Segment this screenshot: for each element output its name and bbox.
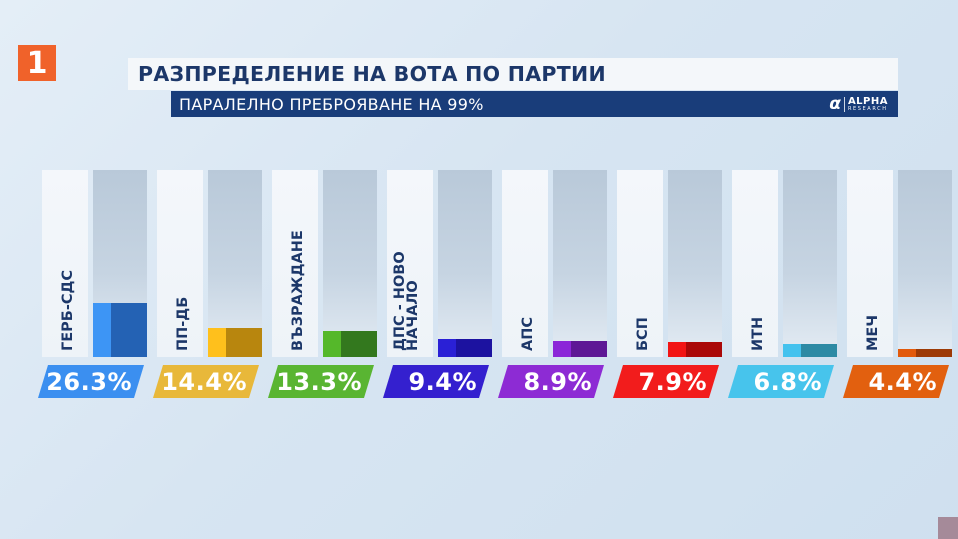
bar-track — [323, 170, 377, 357]
party-label: ДПС - НОВО НАЧАЛО — [392, 251, 421, 351]
party-label: ИТН — [750, 316, 766, 351]
party-bar — [208, 328, 262, 357]
party-label: ГЕРБ-СДС — [60, 269, 76, 351]
percent-value: 9.4% — [408, 367, 477, 396]
party-bar — [323, 331, 377, 357]
source-name-sub: RESEARCH — [847, 105, 888, 112]
percent-banner: 13.3% — [268, 365, 374, 398]
party-label-column: АПС — [502, 170, 548, 357]
channel-logo: 1 — [18, 45, 56, 81]
party-bar — [93, 303, 147, 357]
party-bar — [783, 344, 837, 357]
party-label: АПС — [520, 317, 536, 351]
corner-overlay — [938, 517, 958, 539]
chart-title-box: РАЗПРЕДЕЛЕНИЕ НА ВОТА ПО ПАРТИИ — [128, 58, 898, 90]
party-group: ВЪЗРАЖДАНЕ 13.3% — [272, 170, 384, 400]
bar-track — [93, 170, 147, 357]
alpha-logo-icon: α — [829, 94, 841, 114]
percent-value: 26.3% — [46, 367, 132, 396]
percent-banner: 26.3% — [38, 365, 144, 398]
bar-track — [553, 170, 607, 357]
party-bar — [553, 341, 607, 357]
party-label-column: МЕЧ — [847, 170, 893, 357]
party-bar — [438, 339, 492, 357]
chart-title: РАЗПРЕДЕЛЕНИЕ НА ВОТА ПО ПАРТИИ — [138, 62, 606, 86]
percent-banner: 4.4% — [843, 365, 949, 398]
party-label-column: ПП-ДБ — [157, 170, 203, 357]
party-group: ДПС - НОВО НАЧАЛО 9.4% — [387, 170, 499, 400]
alpha-research-logo: α ALPHA RESEARCH — [829, 94, 888, 114]
chart-subtitle: ПАРАЛЕЛНО ПРЕБРОЯВАНЕ НА 99% — [179, 94, 484, 114]
bar-track — [438, 170, 492, 357]
party-group: ГЕРБ-СДС 26.3% — [42, 170, 154, 400]
chart-subtitle-box: ПАРАЛЕЛНО ПРЕБРОЯВАНЕ НА 99% α ALPHA RES… — [171, 91, 898, 117]
party-label: ПП-ДБ — [175, 296, 191, 351]
party-label-column: ИТН — [732, 170, 778, 357]
percent-banner: 6.8% — [728, 365, 834, 398]
party-bar — [668, 342, 722, 357]
percent-value: 4.4% — [868, 367, 937, 396]
source-name: ALPHA — [847, 95, 888, 107]
bar-track — [783, 170, 837, 357]
party-group: ПП-ДБ 14.4% — [157, 170, 269, 400]
percent-banner: 9.4% — [383, 365, 489, 398]
bar-track — [668, 170, 722, 357]
bar-track — [898, 170, 952, 357]
party-label-column: ДПС - НОВО НАЧАЛО — [387, 170, 433, 357]
percent-value: 8.9% — [523, 367, 592, 396]
percent-value: 14.4% — [161, 367, 247, 396]
percent-value: 7.9% — [638, 367, 707, 396]
party-label: МЕЧ — [865, 314, 881, 351]
party-group: МЕЧ 4.4% — [847, 170, 958, 400]
party-group: ИТН 6.8% — [732, 170, 844, 400]
party-label: ВЪЗРАЖДАНЕ — [290, 230, 306, 351]
percent-value: 6.8% — [753, 367, 822, 396]
percent-banner: 8.9% — [498, 365, 604, 398]
party-group: БСП 7.9% — [617, 170, 729, 400]
party-label-column: ВЪЗРАЖДАНЕ — [272, 170, 318, 357]
party-label-column: ГЕРБ-СДС — [42, 170, 88, 357]
party-label-column: БСП — [617, 170, 663, 357]
bar-track — [208, 170, 262, 357]
party-label: БСП — [635, 317, 651, 351]
party-bar — [898, 349, 952, 357]
percent-banner: 14.4% — [153, 365, 259, 398]
percent-value: 13.3% — [276, 367, 362, 396]
percent-banner: 7.9% — [613, 365, 719, 398]
party-group: АПС 8.9% — [502, 170, 614, 400]
